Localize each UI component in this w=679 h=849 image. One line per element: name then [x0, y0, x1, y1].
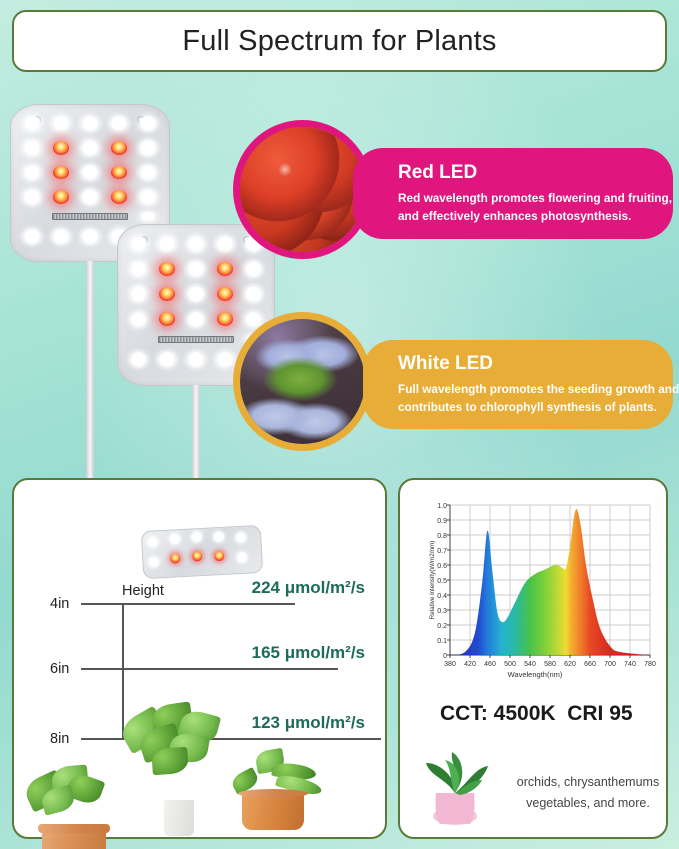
svg-text:0.4: 0.4 [437, 593, 447, 600]
svg-text:Relative intensity(W/m2/nm): Relative intensity(W/m2/nm) [429, 541, 436, 620]
svg-text:0.6: 0.6 [437, 563, 447, 570]
svg-text:620: 620 [564, 661, 576, 668]
svg-text:0: 0 [443, 653, 447, 660]
svg-text:0.9: 0.9 [437, 518, 447, 525]
svg-text:420: 420 [464, 661, 476, 668]
svg-text:1.0: 1.0 [437, 503, 447, 510]
svg-text:0.2: 0.2 [437, 623, 447, 630]
svg-text:660: 660 [584, 661, 596, 668]
svg-text:0.3: 0.3 [437, 608, 447, 615]
svg-text:0.1: 0.1 [437, 638, 447, 645]
svg-text:500: 500 [504, 661, 516, 668]
svg-text:0.8: 0.8 [437, 533, 447, 540]
svg-text:380: 380 [444, 661, 456, 668]
svg-text:460: 460 [484, 661, 496, 668]
svg-text:700: 700 [604, 661, 616, 668]
svg-text:0.7: 0.7 [437, 548, 447, 555]
svg-text:Wavelength(nm): Wavelength(nm) [508, 670, 563, 679]
svg-text:780: 780 [644, 661, 656, 668]
svg-text:0.5: 0.5 [437, 578, 447, 585]
svg-text:580: 580 [544, 661, 556, 668]
svg-text:740: 740 [624, 661, 636, 668]
svg-text:540: 540 [524, 661, 536, 668]
